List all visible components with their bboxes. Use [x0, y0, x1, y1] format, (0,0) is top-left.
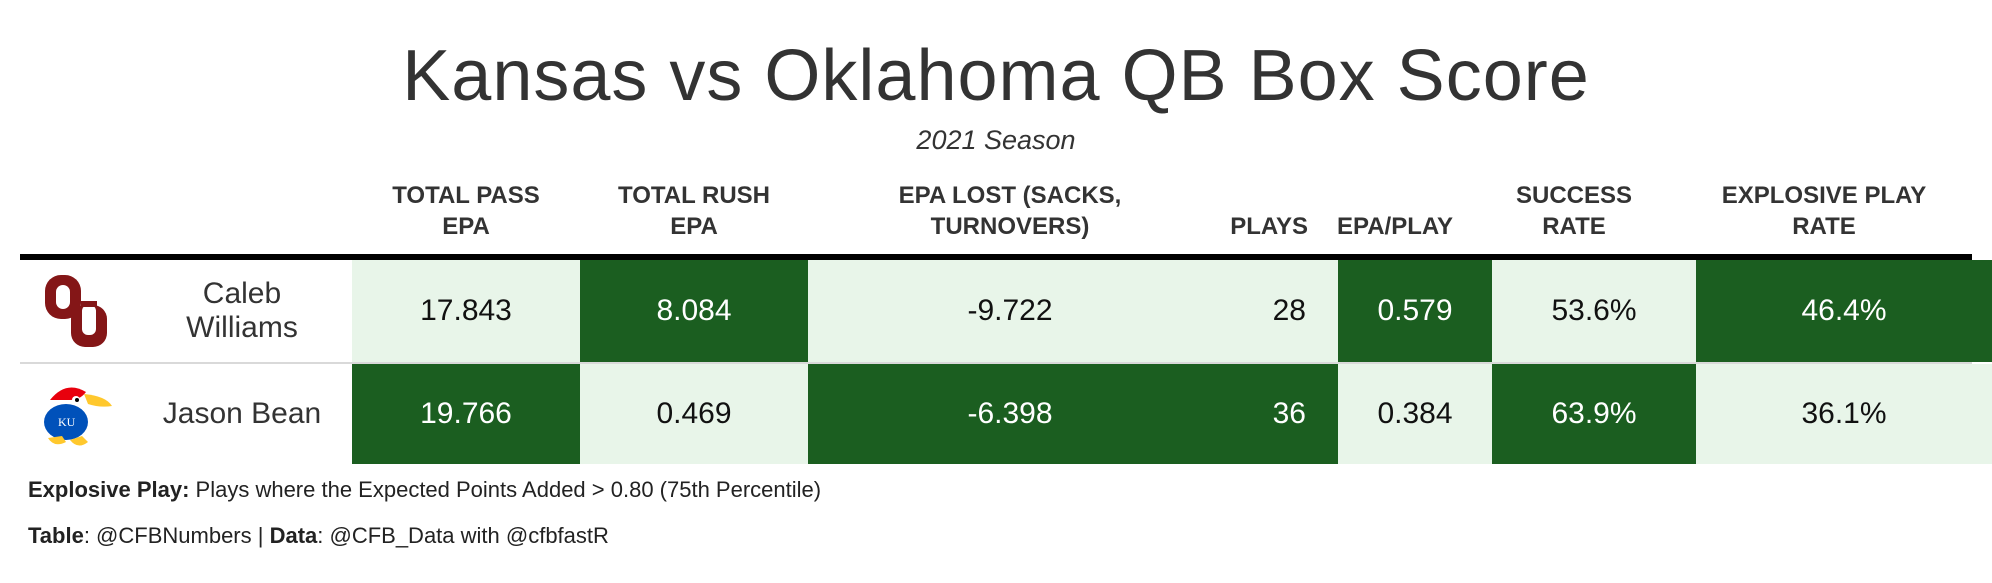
- row-divider: [20, 362, 1972, 364]
- cell-total-rush-epa: 0.469: [580, 364, 808, 464]
- header-success-rate: SUCCESS RATE: [1515, 182, 1633, 240]
- page-subtitle: 2021 Season: [916, 125, 1076, 155]
- cell-total-rush-epa: 8.084: [580, 260, 808, 362]
- svg-text:KU: KU: [58, 415, 76, 429]
- player-name: Jason Bean: [162, 397, 322, 430]
- table-row: Caleb Williams 17.843 8.084 -9.722 28 0.…: [20, 260, 1992, 362]
- header-plays: PLAYS: [1230, 213, 1308, 240]
- cell-epa-lost: -6.398: [808, 364, 1212, 464]
- cell-epa-per-play: 0.579: [1338, 260, 1492, 362]
- footnote-explosive-play: Explosive Play: Plays where the Expected…: [28, 477, 822, 502]
- kansas-jayhawk-logo-icon: KU: [20, 364, 132, 464]
- player-name: Caleb Williams: [186, 277, 298, 344]
- cell-total-pass-epa: 17.843: [352, 260, 580, 362]
- table-row: KU Jason Bean 19.766 0.469 -6.398 36 0.3…: [20, 364, 1992, 464]
- cell-total-pass-epa: 19.766: [352, 364, 580, 464]
- header-total-pass-epa: TOTAL PASS EPA: [392, 182, 540, 240]
- cell-success-rate: 63.9%: [1492, 364, 1696, 464]
- cell-plays: 28: [1212, 260, 1338, 362]
- header-explosive-play-rate: EXPLOSIVE PLAY RATE: [1721, 182, 1927, 240]
- cell-explosive-play-rate: 46.4%: [1696, 260, 1992, 362]
- page-title: Kansas vs Oklahoma QB Box Score: [402, 36, 1590, 116]
- cell-plays: 36: [1212, 364, 1338, 464]
- header-epa-per-play: EPA/PLAY: [1336, 213, 1454, 240]
- footnote-credits: Table: @CFBNumbers | Data: @CFB_Data wit…: [28, 523, 609, 548]
- cell-epa-per-play: 0.384: [1338, 364, 1492, 464]
- oklahoma-logo-icon: [20, 260, 132, 362]
- cell-success-rate: 53.6%: [1492, 260, 1696, 362]
- header-rule: [20, 254, 1972, 260]
- header-total-rush-epa: TOTAL RUSH EPA: [617, 182, 770, 240]
- cell-explosive-play-rate: 36.1%: [1696, 364, 1992, 464]
- cell-epa-lost: -9.722: [808, 260, 1212, 362]
- header-epa-lost: EPA LOST (SACKS, TURNOVERS): [898, 182, 1122, 240]
